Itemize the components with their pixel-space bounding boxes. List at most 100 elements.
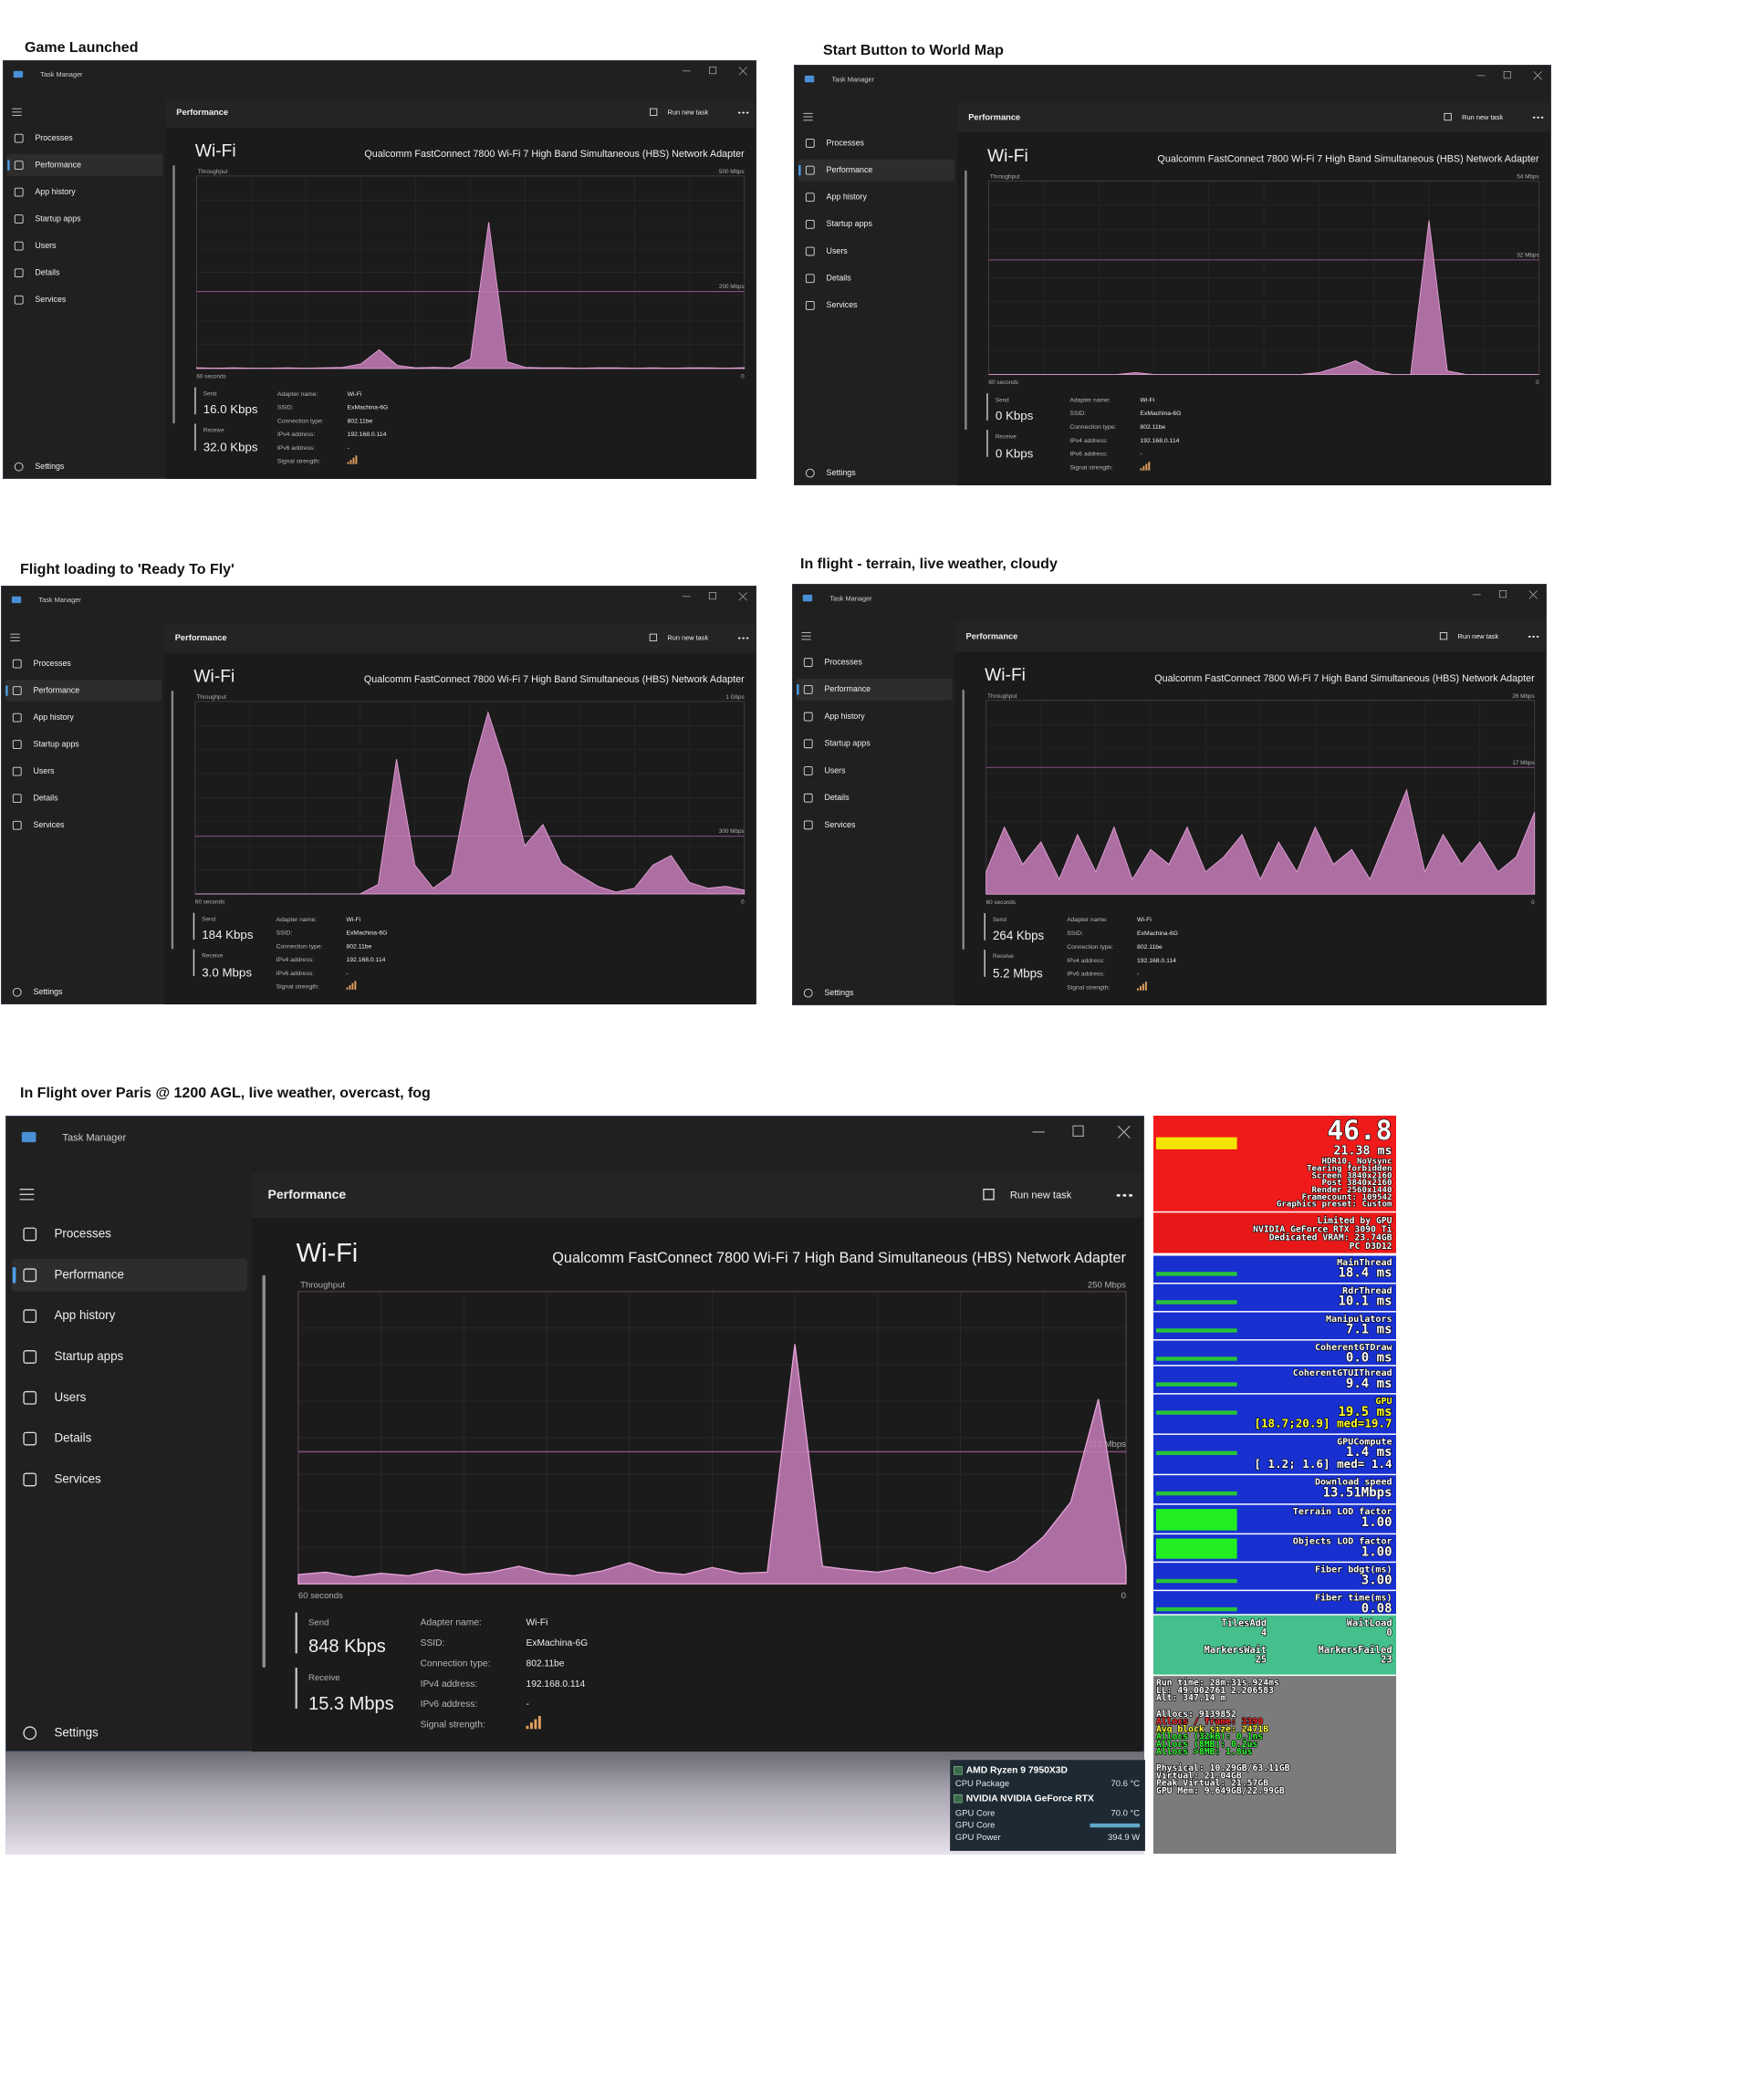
close-button[interactable] <box>1117 1125 1131 1139</box>
nav-item[interactable]: Processes <box>33 659 71 668</box>
x-tick-label: 0 <box>1536 379 1539 386</box>
settings-link[interactable]: Settings <box>54 1725 99 1739</box>
nav-selected-indicator <box>12 1266 16 1284</box>
settings-link[interactable]: Settings <box>35 462 65 471</box>
run-new-task-button[interactable]: Run new task <box>668 109 709 117</box>
nav-item[interactable]: Details <box>35 268 60 277</box>
section-title: Performance <box>176 108 228 117</box>
nav-item[interactable]: Services <box>827 300 859 309</box>
detail-value: ExMachina-6G <box>347 930 388 937</box>
nav-item[interactable]: Startup apps <box>827 219 873 228</box>
nav-item[interactable]: Details <box>827 274 852 283</box>
stats-line: Run time: 28m:31s.924ms <box>1156 1678 1279 1689</box>
x-tick-label: 60 seconds <box>196 374 225 380</box>
nav-item[interactable]: Startup apps <box>33 740 79 749</box>
tiles-label: MarkersFailed <box>1319 1645 1392 1656</box>
menu-button[interactable] <box>19 1189 35 1201</box>
maximize-button[interactable] <box>708 592 717 600</box>
nav-item[interactable]: Startup apps <box>824 739 871 748</box>
metric-sparkline <box>1155 1578 1237 1584</box>
metric-sparkline <box>1155 1272 1237 1276</box>
tiles-value: 0 <box>1386 1627 1392 1638</box>
tiles-label: WaitLoad <box>1347 1618 1392 1629</box>
nav-item[interactable]: Details <box>33 794 58 803</box>
nav-item[interactable]: Details <box>824 793 850 802</box>
fps-value: 46.8 <box>1327 1116 1392 1146</box>
nav-icon <box>803 820 813 830</box>
maximize-button[interactable] <box>1498 590 1507 598</box>
tiles-value: 25 <box>1256 1654 1267 1665</box>
detail-label: Adapter name: <box>276 917 318 923</box>
detail-value: Wi-Fi <box>527 1618 548 1628</box>
nav-icon <box>23 1350 37 1364</box>
maximize-button[interactable] <box>1072 1125 1084 1137</box>
nav-item[interactable]: Performance <box>827 165 873 174</box>
settings-link[interactable]: Settings <box>824 988 854 997</box>
metric-range: [ 1.2; 1.6] med= 1.4 <box>1254 1457 1392 1471</box>
nav-item[interactable]: Details <box>54 1431 91 1445</box>
nav-item[interactable]: Services <box>824 820 855 829</box>
menu-button[interactable] <box>10 633 20 641</box>
detail-value: Wi-Fi <box>348 391 362 398</box>
metric-row <box>1153 1284 1396 1312</box>
run-task-icon <box>649 633 658 641</box>
detail-label: IPv6 address: <box>1067 972 1105 978</box>
nav-item[interactable]: Performance <box>35 160 81 169</box>
settings-link[interactable]: Settings <box>827 468 857 477</box>
stats-line: Allocs: 9139852 <box>1156 1710 1236 1720</box>
nav-item[interactable]: App history <box>54 1308 115 1322</box>
settings-icon <box>23 1726 37 1741</box>
detail-value: - <box>1137 972 1139 978</box>
nav-item[interactable]: App history <box>35 187 76 196</box>
nav-icon <box>23 1309 37 1324</box>
maximize-button[interactable] <box>1503 71 1511 79</box>
nav-icon <box>14 241 24 251</box>
menu-button[interactable] <box>12 108 22 116</box>
content-header <box>251 1172 1142 1219</box>
nav-item[interactable]: Performance <box>824 684 871 693</box>
settings-link[interactable]: Settings <box>33 987 63 996</box>
close-button[interactable] <box>738 592 747 601</box>
nav-item[interactable]: App history <box>824 712 865 721</box>
run-new-task-button[interactable]: Run new task <box>1010 1190 1072 1201</box>
maximize-button[interactable] <box>709 67 717 75</box>
metric-value: 10.1 ms <box>1338 1294 1392 1309</box>
run-new-task-button[interactable]: Run new task <box>1462 113 1503 121</box>
nav-item[interactable]: Users <box>824 765 846 775</box>
nav-item[interactable]: Processes <box>54 1227 111 1241</box>
run-new-task-button[interactable]: Run new task <box>1458 632 1499 640</box>
nav-item[interactable]: Performance <box>33 685 79 694</box>
nav-item[interactable]: Users <box>35 241 57 250</box>
metric-label: CoherentGTDraw <box>1315 1343 1393 1353</box>
signal-bar <box>1137 988 1139 991</box>
nav-item[interactable]: Processes <box>35 133 73 142</box>
nav-item[interactable]: Users <box>827 246 849 255</box>
close-button[interactable] <box>738 67 747 76</box>
nav-item[interactable]: Services <box>54 1471 101 1485</box>
receive-label: Receive <box>203 428 224 434</box>
run-new-task-button[interactable]: Run new task <box>667 634 708 642</box>
throughput-area <box>297 1344 1127 1585</box>
nav-icon <box>803 712 813 722</box>
nav-selected-highlight <box>798 159 955 182</box>
nav-item[interactable]: Services <box>35 295 66 304</box>
fps-block <box>1153 1116 1396 1211</box>
task-manager-window: Task Manager Processes Performance App hist… <box>1 586 756 1004</box>
nav-item[interactable]: Processes <box>827 138 865 147</box>
nav-item[interactable]: Performance <box>54 1267 123 1281</box>
detail-label: Connection type: <box>276 943 323 950</box>
nav-item[interactable]: Startup apps <box>35 213 81 223</box>
content-header <box>954 621 1546 652</box>
nav-item[interactable]: Users <box>54 1390 86 1404</box>
nav-item[interactable]: Users <box>33 766 55 775</box>
nav-item[interactable]: Processes <box>824 657 862 666</box>
menu-button[interactable] <box>803 112 813 121</box>
nav-item[interactable]: Startup apps <box>54 1349 123 1363</box>
close-button[interactable] <box>1533 71 1542 80</box>
detail-value: 192.168.0.114 <box>1140 438 1179 444</box>
menu-button[interactable] <box>801 632 811 640</box>
nav-item[interactable]: Services <box>33 820 65 829</box>
nav-item[interactable]: App history <box>33 712 74 722</box>
nav-item[interactable]: App history <box>827 192 868 202</box>
close-button[interactable] <box>1528 590 1538 599</box>
